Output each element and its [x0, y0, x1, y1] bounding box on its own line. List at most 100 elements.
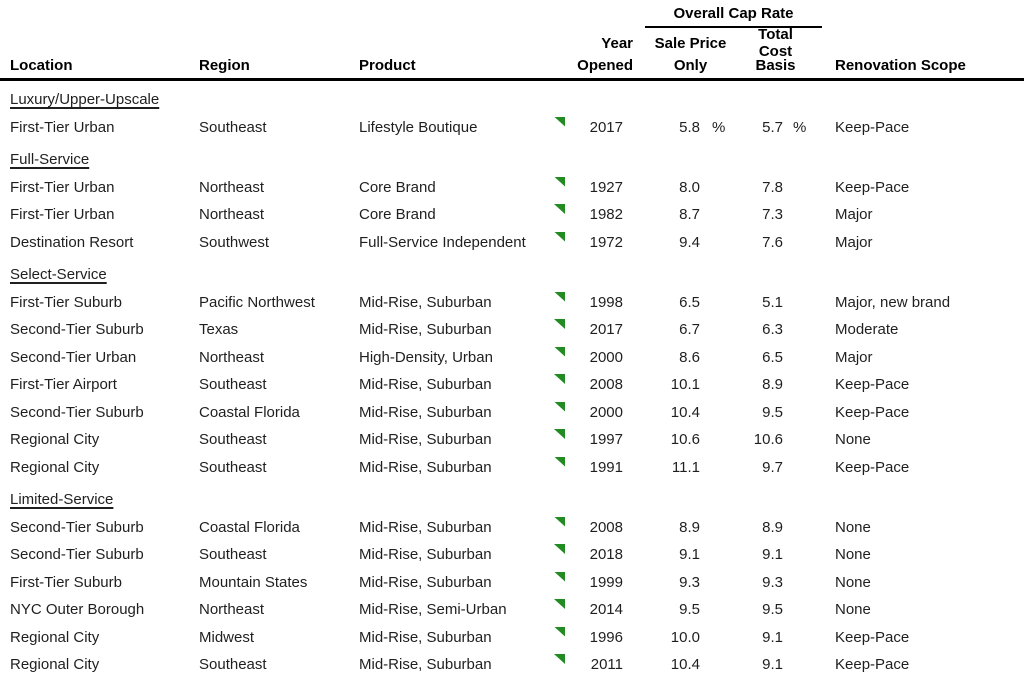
table-row: Regional City Southeast Mid-Rise, Suburb…: [0, 651, 1024, 679]
cell-sale-price-cap-rate: 10.4: [670, 403, 700, 421]
cell-product: Mid-Rise, Suburban: [359, 518, 492, 536]
cell-total-cost-cap-rate: 6.3: [762, 321, 783, 339]
cell-location: First-Tier Urban: [10, 178, 115, 196]
cell-region: Northeast: [199, 601, 265, 619]
comment-flag-icon: [554, 654, 565, 664]
cell-sale-price-cap-rate: 10.1: [670, 376, 700, 394]
cell-renovation-scope: Major, new brand: [835, 293, 951, 311]
cell-sale-price-cap-rate: 8.9: [679, 518, 700, 536]
cell-product: Core Brand: [359, 178, 436, 196]
table-header: Overall Cap Rate Year Sale Price Total C…: [0, 0, 1024, 81]
cell-region: Southeast: [199, 546, 267, 564]
section-header: Select-Service: [10, 266, 107, 284]
cell-product: Mid-Rise, Semi-Urban: [359, 601, 507, 619]
header-line-2: Year Sale Price Total Cost: [0, 26, 1024, 60]
cell-sale-price-cap-rate: 11.1: [671, 458, 700, 476]
cell-sale-price-cap-rate: 10.0: [670, 628, 700, 646]
cell-year-opened: 1927: [589, 178, 623, 196]
cell-total-cost-cap-rate: 9.1: [762, 656, 783, 674]
comment-flag-icon: [554, 116, 565, 127]
cell-total-cost-cap-rate: 7.6: [762, 233, 783, 251]
cell-product: Full-Service Independent: [359, 233, 526, 251]
cell-region: Southeast: [199, 431, 267, 449]
table-row: First-Tier Suburb Pacific Northwest Mid-…: [0, 289, 1024, 317]
table-row: Second-Tier Suburb Coastal Florida Mid-R…: [0, 514, 1024, 542]
cell-flag: [552, 229, 566, 242]
cell-renovation-scope: Major: [835, 348, 873, 366]
header-region: Region: [199, 56, 250, 74]
comment-flag-icon: [554, 456, 565, 467]
cell-sale-price-cap-rate: 8.7: [679, 206, 700, 224]
table-row: Second-Tier Urban Northeast High-Density…: [0, 344, 1024, 372]
cell-product: Mid-Rise, Suburban: [359, 293, 492, 311]
cell-region: Southeast: [199, 656, 267, 674]
comment-flag-icon: [554, 626, 565, 637]
cell-year-opened: 2008: [589, 518, 623, 536]
cell-location: Regional City: [10, 656, 100, 674]
cell-region: Texas: [199, 321, 239, 339]
cell-location: Second-Tier Suburb: [10, 403, 144, 421]
cell-total-cost-percent-sign: %: [793, 118, 807, 136]
cell-location: Regional City: [10, 431, 100, 449]
comment-flag-icon: [554, 319, 565, 329]
cell-sale-price-cap-rate: 5.8: [679, 118, 700, 136]
cell-product: Mid-Rise, Suburban: [359, 573, 492, 591]
table-row: First-Tier Suburb Mountain States Mid-Ri…: [0, 569, 1024, 597]
cell-product: Mid-Rise, Suburban: [359, 546, 492, 564]
cell-region: Southeast: [199, 118, 267, 136]
cell-sale-price-cap-rate: 8.6: [679, 348, 700, 366]
cell-flag: [552, 596, 566, 609]
comment-flag-icon: [554, 516, 565, 527]
cell-total-cost-cap-rate: 7.3: [762, 206, 783, 224]
cell-total-cost-cap-rate: 9.1: [762, 628, 783, 646]
cell-renovation-scope: None: [835, 601, 871, 619]
table-row: Regional City Midwest Mid-Rise, Suburban…: [0, 624, 1024, 652]
cell-location: First-Tier Suburb: [10, 573, 122, 591]
cell-location: First-Tier Urban: [10, 118, 115, 136]
table-row: Regional City Southeast Mid-Rise, Suburb…: [0, 454, 1024, 482]
table-row: Second-Tier Suburb Texas Mid-Rise, Subur…: [0, 316, 1024, 344]
comment-flag-icon: [554, 231, 565, 242]
cell-renovation-scope: Keep-Pace: [835, 376, 910, 394]
table-row: First-Tier Urban Southeast Lifestyle Bou…: [0, 114, 1024, 142]
comment-flag-icon: [554, 571, 565, 582]
header-location: Location: [10, 56, 73, 74]
cell-product: Lifestyle Boutique: [359, 118, 478, 136]
cell-region: Coastal Florida: [199, 518, 300, 536]
comment-flag-icon: [554, 374, 565, 384]
table-row: First-Tier Urban Northeast Core Brand 19…: [0, 201, 1024, 229]
header-total-cost-line2: Basis: [755, 56, 796, 74]
cell-year-opened: 1972: [589, 233, 623, 251]
cell-location: Regional City: [10, 458, 100, 476]
cell-location: Second-Tier Suburb: [10, 321, 144, 339]
cell-renovation-scope: Keep-Pace: [835, 628, 910, 646]
cell-sale-price-cap-rate: 10.4: [670, 656, 700, 674]
cell-renovation-scope: Keep-Pace: [835, 403, 910, 421]
cell-year-opened: 1996: [589, 628, 623, 646]
cell-flag: [552, 514, 566, 527]
cell-region: Mountain States: [199, 573, 308, 591]
cell-total-cost-cap-rate: 9.7: [762, 458, 783, 476]
cell-product: Mid-Rise, Suburban: [359, 431, 492, 449]
cell-location: Second-Tier Urban: [10, 348, 137, 366]
cell-renovation-scope: Keep-Pace: [835, 178, 910, 196]
header-year-line2: Opened: [577, 56, 633, 74]
comment-flag-icon: [554, 176, 565, 187]
header-overall-cap-rate: Overall Cap Rate: [645, 0, 822, 28]
cell-sale-price-cap-rate: 9.1: [679, 546, 700, 564]
cell-year-opened: 2018: [589, 546, 623, 564]
cell-location: Second-Tier Suburb: [10, 518, 144, 536]
header-year-line1: Year: [601, 34, 633, 52]
cell-year-opened: 2014: [589, 601, 623, 619]
table-row: Destination Resort Southwest Full-Servic…: [0, 229, 1024, 257]
cell-renovation-scope: Major: [835, 206, 873, 224]
table-row: First-Tier Airport Southeast Mid-Rise, S…: [0, 371, 1024, 399]
table-row: Regional City Southeast Mid-Rise, Suburb…: [0, 426, 1024, 454]
cell-year-opened: 2000: [589, 348, 623, 366]
cell-year-opened: 1998: [589, 293, 623, 311]
cell-region: Pacific Northwest: [199, 293, 315, 311]
cell-renovation-scope: Major: [835, 233, 873, 251]
table-row: First-Tier Urban Northeast Core Brand 19…: [0, 174, 1024, 202]
header-renovation-scope: Renovation Scope: [835, 56, 966, 74]
